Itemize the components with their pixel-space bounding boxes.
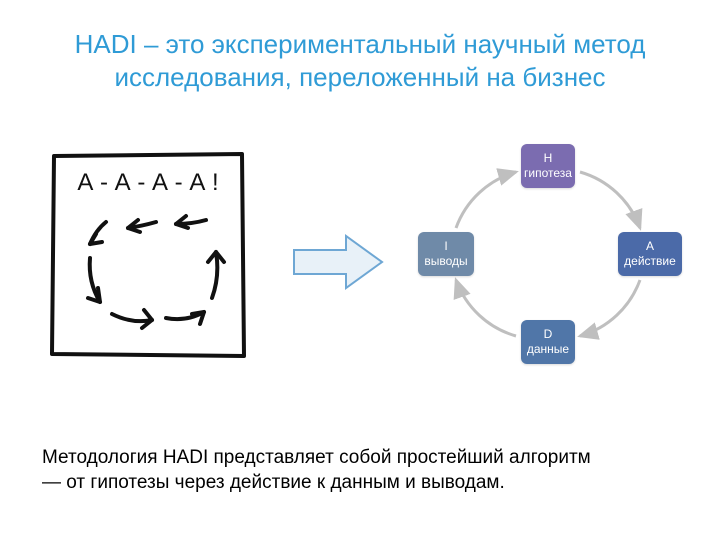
cycle-arc-I-H — [456, 172, 516, 228]
arrow-icon — [294, 236, 382, 288]
slide-title: HADI – это экспериментальный научный мет… — [0, 28, 720, 93]
node-label: выводы — [418, 255, 474, 268]
cycle-arcs — [456, 172, 640, 336]
cycle-node-A: Aдействие — [618, 232, 682, 276]
title-text: HADI – это экспериментальный научный мет… — [75, 29, 646, 92]
content-row: А - А - А - А ! — [0, 140, 720, 400]
cycle-arc-A-D — [580, 280, 640, 336]
cycle-arc-H-A — [580, 172, 640, 228]
cycle-node-H: Hгипотеза — [521, 144, 575, 188]
bottom-text: Методология HADI представляет собой прос… — [42, 447, 591, 494]
node-label: гипотеза — [521, 167, 575, 180]
sketch-svg: А - А - А - А ! — [48, 148, 248, 363]
sketch-box: А - А - А - А ! — [48, 148, 248, 363]
bottom-paragraph: Методология HADI представляет собой прос… — [42, 445, 602, 496]
block-arrow — [290, 230, 386, 294]
block-arrow-svg — [290, 230, 386, 294]
node-letter: D — [521, 328, 575, 341]
node-letter: A — [618, 240, 682, 253]
cycle-node-D: Dданные — [521, 320, 575, 364]
sketch-label: А - А - А - А ! — [77, 169, 218, 196]
cycle-node-I: Iвыводы — [418, 232, 474, 276]
cycle-arc-D-I — [456, 280, 516, 336]
node-letter: I — [418, 240, 474, 253]
node-label: действие — [618, 255, 682, 268]
node-letter: H — [521, 152, 575, 165]
node-label: данные — [521, 343, 575, 356]
cycle-diagram: Hгипотеза Aдействие Dданные Iвыводы — [408, 144, 688, 394]
